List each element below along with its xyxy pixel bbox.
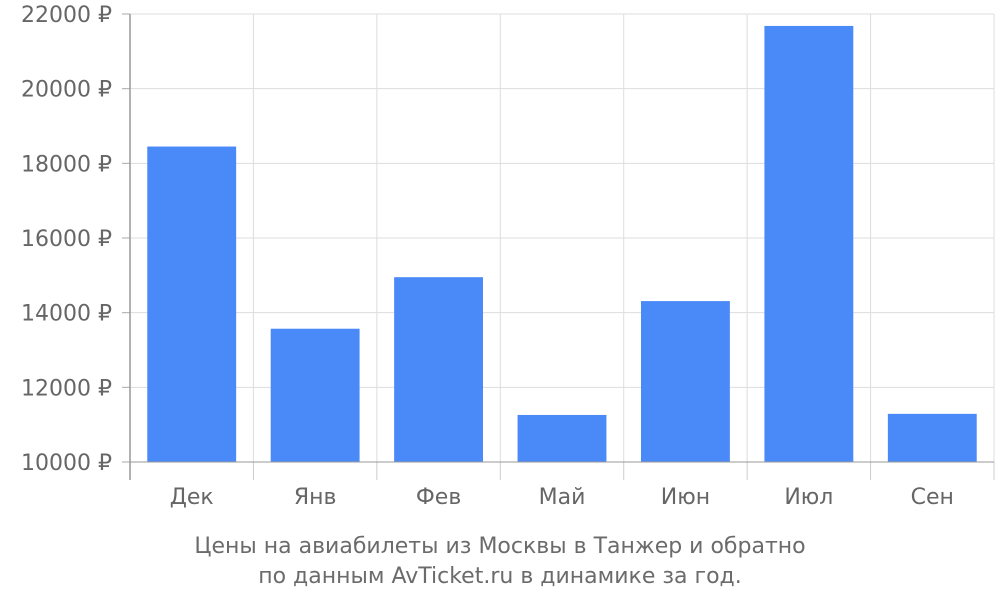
bar-5 — [640, 301, 730, 462]
y-tick-label: 12000 ₽ — [21, 376, 112, 401]
x-tick-label: Фев — [416, 485, 461, 510]
x-tick-label: Сен — [911, 485, 954, 510]
bar-1 — [147, 146, 237, 463]
bar-chart: 10000 ₽ 12000 ₽ 14000 ₽ 16000 ₽ 18000 ₽ 20000… — [21, 3, 995, 510]
y-axis-labels: 10000 ₽ 12000 ₽ 14000 ₽ 16000 ₽ 18000 ₽ 20000… — [21, 3, 112, 476]
bar-6 — [764, 25, 854, 463]
x-tick-label: Янв — [294, 485, 337, 510]
grid-lines — [129, 13, 995, 463]
x-tick-label: Май — [539, 485, 586, 510]
bar-4 — [517, 414, 607, 462]
y-tick-label: 20000 ₽ — [21, 78, 112, 103]
y-tick-label: 10000 ₽ — [21, 451, 112, 476]
bar-3 — [394, 277, 484, 462]
x-tick-label: Июл — [784, 485, 833, 510]
axes — [122, 13, 995, 480]
x-axis-labels: Дек Янв Фев Май Июн Июл Сен — [170, 485, 954, 510]
bar-2 — [270, 328, 360, 462]
y-tick-label: 16000 ₽ — [21, 227, 112, 252]
caption-line-2: по данным AvTicket.ru в динамике за год. — [258, 564, 742, 589]
x-tick-label: Дек — [170, 485, 214, 510]
y-tick-label: 22000 ₽ — [21, 3, 112, 28]
chart-caption: Цены на авиабилеты из Москвы в Танжер и … — [0, 532, 1000, 592]
bar-7 — [887, 413, 977, 462]
x-tick-label: Июн — [661, 485, 710, 510]
bars — [147, 25, 977, 463]
caption-line-1: Цены на авиабилеты из Москвы в Танжер и … — [194, 534, 806, 559]
y-tick-label: 14000 ₽ — [21, 302, 112, 327]
y-tick-label: 18000 ₽ — [21, 152, 112, 177]
